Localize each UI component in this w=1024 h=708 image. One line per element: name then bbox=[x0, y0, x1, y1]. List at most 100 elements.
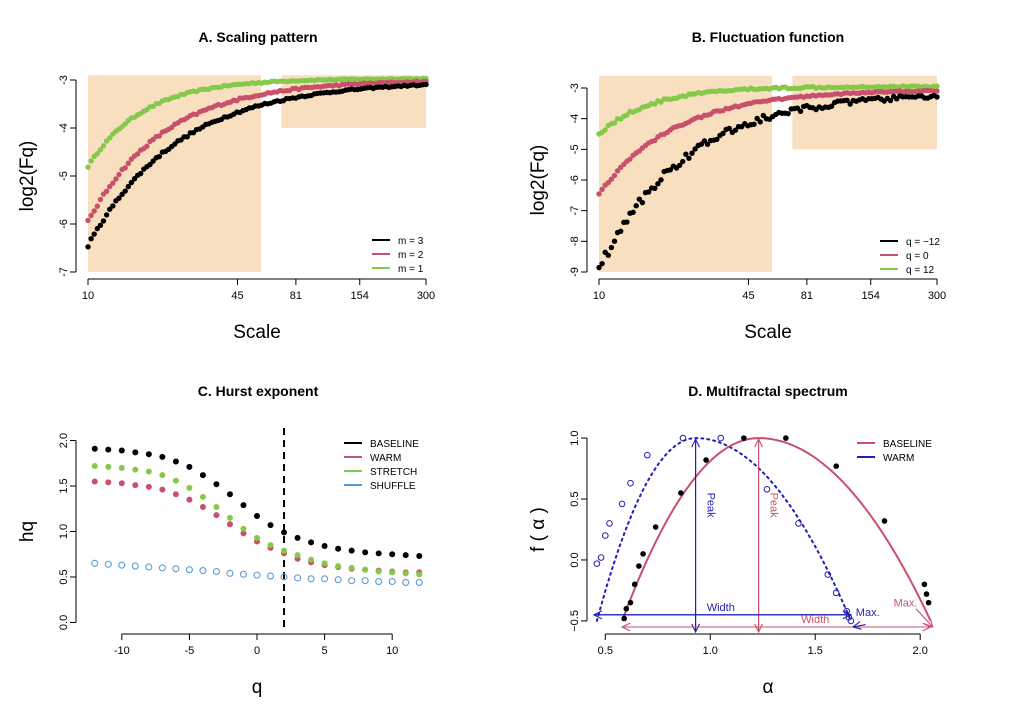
data-point bbox=[633, 203, 639, 209]
data-point bbox=[91, 445, 98, 452]
y-tick-label: -4 bbox=[569, 114, 581, 124]
x-tick-label: 45 bbox=[742, 290, 754, 302]
legend-label: m = 2 bbox=[398, 250, 424, 261]
data-point bbox=[402, 570, 409, 577]
data-point bbox=[934, 94, 940, 100]
data-point bbox=[720, 130, 726, 137]
data-point bbox=[402, 552, 409, 559]
data-point bbox=[159, 453, 166, 460]
data-point bbox=[280, 573, 288, 581]
data-point bbox=[145, 451, 152, 458]
data-point bbox=[416, 571, 423, 578]
data-point bbox=[611, 172, 618, 179]
data-point bbox=[88, 235, 94, 242]
baseline-point bbox=[881, 518, 888, 524]
baseline-point bbox=[921, 581, 928, 588]
data-point bbox=[186, 463, 193, 470]
data-point bbox=[226, 521, 233, 528]
warm-point bbox=[643, 451, 651, 459]
data-point bbox=[754, 115, 760, 122]
x-axis-label: Scale bbox=[233, 322, 281, 343]
panel-title: A. Scaling pattern bbox=[198, 29, 317, 45]
data-point bbox=[97, 222, 104, 228]
data-point bbox=[608, 176, 615, 182]
baseline-point bbox=[678, 490, 684, 496]
data-point bbox=[107, 135, 113, 141]
data-point bbox=[667, 167, 674, 173]
data-point bbox=[91, 559, 99, 567]
legend-label: q = 0 bbox=[906, 251, 929, 262]
y-tick-label: 2.0 bbox=[58, 433, 70, 448]
x-tick-label: 10 bbox=[386, 645, 398, 657]
data-point bbox=[212, 567, 220, 576]
data-point bbox=[97, 196, 104, 203]
data-point bbox=[172, 491, 179, 498]
data-point bbox=[389, 569, 396, 576]
y-tick-label: 1.0 bbox=[569, 430, 581, 445]
x-tick-label: 81 bbox=[290, 290, 302, 302]
x-tick-label: 45 bbox=[231, 290, 243, 302]
legend-label: SHUFFLE bbox=[370, 481, 416, 492]
data-point bbox=[676, 162, 683, 169]
data-point bbox=[88, 212, 94, 219]
data-point bbox=[85, 217, 91, 224]
data-point bbox=[614, 168, 621, 174]
data-point bbox=[847, 101, 853, 107]
legend-label: BASELINE bbox=[370, 439, 419, 450]
data-point bbox=[294, 574, 302, 582]
data-point bbox=[125, 183, 132, 190]
warm-point bbox=[593, 560, 601, 567]
legend-label: BASELINE bbox=[883, 439, 932, 450]
warm-point bbox=[832, 589, 840, 597]
data-point bbox=[122, 188, 128, 194]
data-point bbox=[145, 483, 152, 490]
data-point bbox=[226, 491, 233, 498]
data-point bbox=[138, 170, 144, 177]
data-point bbox=[103, 212, 110, 218]
data-point bbox=[156, 133, 163, 139]
data-point bbox=[118, 561, 126, 569]
warm-point bbox=[597, 554, 605, 561]
data-point bbox=[294, 552, 301, 559]
data-point bbox=[785, 110, 791, 117]
x-axis-label: Scale bbox=[744, 322, 792, 343]
data-point bbox=[934, 88, 940, 94]
y-tick-label: -6 bbox=[569, 175, 581, 185]
data-point bbox=[797, 108, 804, 114]
data-point bbox=[757, 119, 763, 125]
data-point bbox=[94, 203, 101, 209]
data-point bbox=[213, 512, 220, 519]
warm-point bbox=[717, 434, 725, 442]
data-point bbox=[172, 565, 180, 573]
data-point bbox=[226, 569, 234, 577]
data-point bbox=[267, 542, 274, 549]
data-point bbox=[307, 575, 315, 583]
data-point bbox=[254, 513, 260, 520]
baseline-point bbox=[652, 524, 659, 530]
data-point bbox=[132, 482, 139, 489]
data-point bbox=[652, 185, 658, 192]
y-tick-label: -5 bbox=[58, 171, 70, 181]
baseline-max-arrow bbox=[915, 608, 934, 628]
baseline-max-label: Max. bbox=[894, 597, 918, 609]
panel-a-scaling-pattern: A. Scaling pattern 10 45 81 154 300 -7 -6 -5 -4 -3… bbox=[17, 29, 435, 343]
data-point bbox=[686, 155, 692, 161]
data-point bbox=[934, 83, 940, 89]
data-point bbox=[375, 577, 383, 586]
data-point bbox=[118, 447, 125, 454]
data-point bbox=[110, 203, 116, 209]
data-point bbox=[689, 150, 695, 156]
data-point bbox=[348, 577, 356, 585]
data-point bbox=[596, 191, 602, 197]
data-point bbox=[213, 481, 220, 488]
baseline-width-label: Width bbox=[801, 614, 829, 626]
data-point bbox=[199, 503, 206, 510]
data-point bbox=[91, 208, 97, 214]
data-point bbox=[692, 146, 698, 152]
data-point bbox=[361, 577, 369, 585]
data-point bbox=[159, 486, 166, 493]
x-tick-label: 5 bbox=[322, 645, 328, 657]
data-point bbox=[335, 545, 342, 552]
data-point bbox=[226, 514, 233, 521]
